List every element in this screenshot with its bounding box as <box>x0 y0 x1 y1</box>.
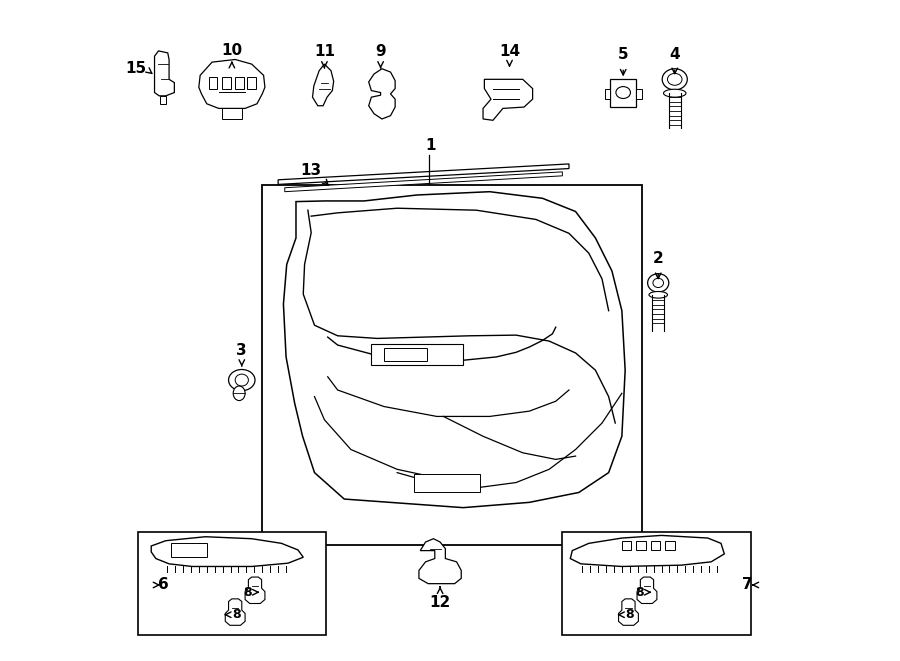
Text: 12: 12 <box>429 595 451 610</box>
Polygon shape <box>571 535 724 566</box>
Bar <box>651 541 661 550</box>
Bar <box>605 89 610 99</box>
Bar <box>222 108 242 119</box>
Text: 5: 5 <box>618 47 628 62</box>
Polygon shape <box>618 599 638 625</box>
Text: 3: 3 <box>237 343 248 358</box>
Text: 8: 8 <box>243 586 252 599</box>
Polygon shape <box>199 59 265 108</box>
Polygon shape <box>637 577 657 603</box>
Ellipse shape <box>233 386 245 401</box>
Polygon shape <box>483 79 533 120</box>
Bar <box>610 79 636 107</box>
Polygon shape <box>245 577 265 603</box>
Text: 8: 8 <box>626 608 634 621</box>
Bar <box>636 541 645 550</box>
Ellipse shape <box>652 278 663 288</box>
Bar <box>138 532 327 635</box>
Ellipse shape <box>648 274 669 292</box>
Bar <box>665 541 675 550</box>
Text: 10: 10 <box>221 43 242 58</box>
Text: 13: 13 <box>301 163 322 178</box>
Ellipse shape <box>616 87 631 98</box>
Polygon shape <box>312 64 334 106</box>
Ellipse shape <box>649 292 668 298</box>
Text: 8: 8 <box>635 586 644 599</box>
Bar <box>262 185 642 545</box>
Bar <box>171 543 207 557</box>
Polygon shape <box>225 599 245 625</box>
Text: 2: 2 <box>652 251 663 266</box>
Bar <box>160 96 166 104</box>
Ellipse shape <box>229 369 255 391</box>
Bar <box>371 344 464 365</box>
Bar <box>248 77 256 89</box>
Ellipse shape <box>662 69 688 90</box>
Text: 4: 4 <box>670 47 680 62</box>
Polygon shape <box>151 537 303 566</box>
Bar <box>562 532 751 635</box>
Polygon shape <box>284 192 626 508</box>
Polygon shape <box>418 539 461 584</box>
Text: 15: 15 <box>125 61 146 75</box>
Polygon shape <box>155 51 175 96</box>
Polygon shape <box>369 69 395 119</box>
Bar <box>414 474 480 492</box>
Bar <box>222 77 230 89</box>
Ellipse shape <box>668 73 682 85</box>
Text: 11: 11 <box>314 44 335 59</box>
Text: 1: 1 <box>425 138 436 153</box>
Bar <box>636 89 642 99</box>
Text: 6: 6 <box>158 578 168 592</box>
Text: 9: 9 <box>375 44 386 59</box>
Ellipse shape <box>663 89 686 97</box>
Text: 7: 7 <box>742 578 752 592</box>
Polygon shape <box>284 172 562 192</box>
Bar <box>384 348 427 361</box>
Bar <box>209 77 217 89</box>
Bar <box>622 541 631 550</box>
Bar <box>235 77 244 89</box>
Ellipse shape <box>235 374 248 386</box>
Text: 8: 8 <box>232 608 240 621</box>
Text: 14: 14 <box>499 44 520 59</box>
Polygon shape <box>278 164 569 184</box>
